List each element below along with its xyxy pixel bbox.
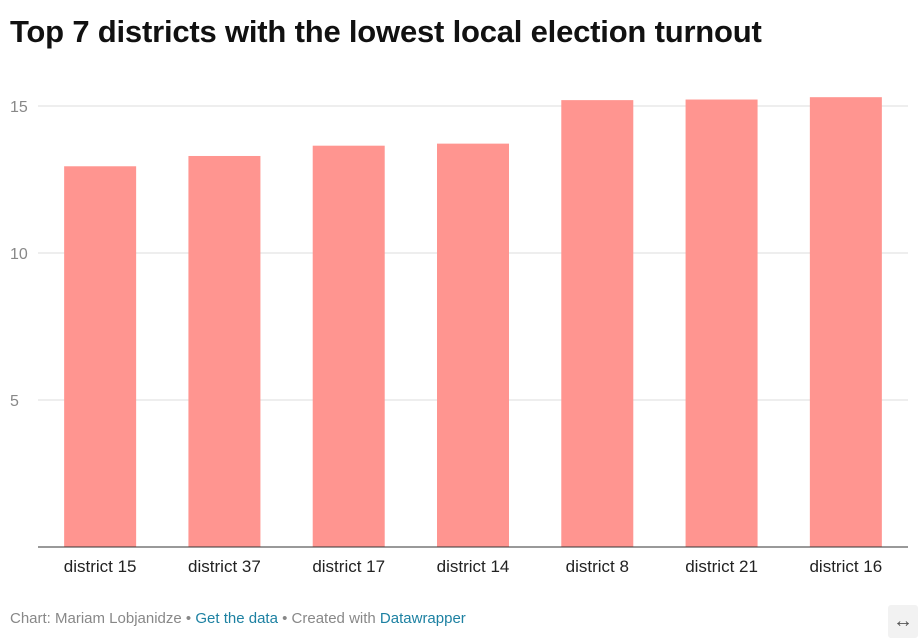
x-tick-label: district 16 <box>809 557 882 576</box>
x-tick-label: district 17 <box>312 557 385 576</box>
chart-footer: Chart: Mariam Lobjanidze • Get the data … <box>10 610 466 627</box>
footer-separator: • <box>185 610 192 627</box>
bar <box>64 166 137 547</box>
bar <box>437 143 509 547</box>
x-tick-label: district 8 <box>566 557 629 576</box>
datawrapper-link[interactable]: Datawrapper <box>379 610 466 627</box>
y-tick-label: 10 <box>10 246 28 263</box>
x-tick-label: district 15 <box>64 557 137 576</box>
bar <box>312 145 385 547</box>
x-tick-label: district 21 <box>685 557 758 576</box>
expand-icon[interactable]: ↔ <box>888 605 918 638</box>
y-tick-label: 15 <box>10 99 28 116</box>
bar <box>561 100 634 548</box>
chart-title: Top 7 districts with the lowest local el… <box>10 14 762 49</box>
bar <box>685 99 758 548</box>
y-tick-label: 5 <box>10 393 19 410</box>
x-tick-label: district 37 <box>188 557 261 576</box>
footer-separator: • <box>282 610 288 627</box>
bar-chart: 5 10 15 district 15 district 37 district 17 di… <box>10 97 908 576</box>
bar <box>809 97 882 548</box>
bar <box>188 155 261 548</box>
credit-text: Chart: Mariam Lobjanidze <box>10 610 182 627</box>
created-with-text: Created with <box>291 610 376 627</box>
x-tick-label: district 14 <box>437 557 510 576</box>
get-the-data-link[interactable]: Get the data <box>195 610 278 627</box>
